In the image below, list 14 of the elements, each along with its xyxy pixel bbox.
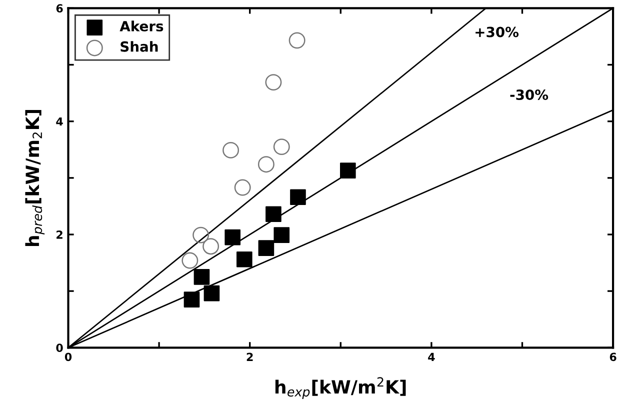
y-tick-label: 0 — [56, 344, 63, 352]
y-axis-title: h$_{pred}$[kW/m$_{2}$K] — [25, 110, 45, 246]
annotation: +30% — [476, 26, 519, 38]
x-tick-label: 2 — [246, 352, 253, 361]
y-tick-label: 4 — [56, 117, 63, 126]
y-tick-label: 2 — [56, 230, 62, 239]
x-tick-label: 0 — [64, 352, 72, 362]
legend-label: Akers — [120, 20, 164, 32]
y-tick-label: 6 — [56, 4, 63, 13]
legend-label: Shah — [120, 41, 158, 52]
x-tick-label: 6 — [610, 352, 616, 362]
x-tick-label: 4 — [428, 352, 435, 361]
x-axis-title: h$_{exp}$[kW/m$^{2}$K] — [275, 377, 406, 400]
annotation: -30% — [510, 90, 548, 100]
